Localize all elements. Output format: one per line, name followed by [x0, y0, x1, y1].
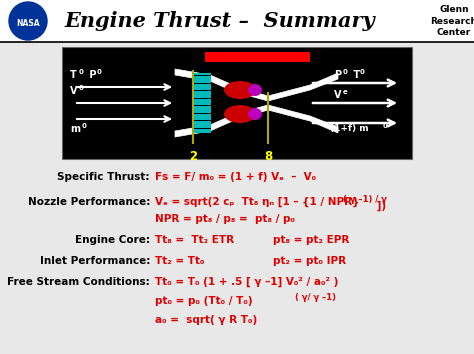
- Text: 8: 8: [264, 150, 272, 163]
- Text: pt₂ = pt₀ IPR: pt₂ = pt₀ IPR: [273, 256, 346, 266]
- Bar: [62, 47, 412, 159]
- Text: ( γ/ γ –1): ( γ/ γ –1): [295, 293, 336, 302]
- Text: V: V: [70, 86, 78, 96]
- Text: P: P: [86, 70, 97, 80]
- Text: ]): ]): [373, 201, 386, 211]
- Text: 0: 0: [79, 85, 84, 91]
- Text: 0: 0: [383, 123, 388, 129]
- Text: 0: 0: [343, 69, 348, 75]
- Ellipse shape: [248, 84, 262, 96]
- Text: V: V: [334, 90, 341, 100]
- Text: NPR = pt₈ / p₈ =  pt₈ / p₀: NPR = pt₈ / p₈ = pt₈ / p₀: [155, 214, 295, 224]
- Text: 0: 0: [360, 69, 365, 75]
- Text: Inlet Performance:: Inlet Performance:: [40, 256, 150, 266]
- Text: T: T: [70, 70, 77, 80]
- Text: Tt₂ = Tt₀: Tt₂ = Tt₀: [155, 256, 204, 266]
- Bar: [205, 52, 310, 62]
- Text: Tt₀ = T₀ (1 + .5 [ γ –1] V₀² / a₀² ): Tt₀ = T₀ (1 + .5 [ γ –1] V₀² / a₀² ): [155, 277, 338, 287]
- Text: Free Stream Conditions:: Free Stream Conditions:: [7, 277, 150, 287]
- Text: T: T: [350, 70, 360, 80]
- Text: Glenn
Research
Center: Glenn Research Center: [430, 5, 474, 36]
- Text: Fs = F/ m₀ = (1 + f) Vₑ  –  V₀: Fs = F/ m₀ = (1 + f) Vₑ – V₀: [155, 172, 316, 182]
- Bar: [193, 73, 211, 133]
- Text: (1+f) m: (1+f) m: [330, 125, 369, 133]
- Text: Vₑ = sqrt(2 cₚ  Tt₈ ηₙ [1 – {1 / NPR}: Vₑ = sqrt(2 cₚ Tt₈ ηₙ [1 – {1 / NPR}: [155, 197, 359, 207]
- Polygon shape: [175, 105, 338, 137]
- Text: Engine Core:: Engine Core:: [75, 235, 150, 245]
- Text: Engine Thrust –  Summary: Engine Thrust – Summary: [64, 11, 375, 31]
- Text: 0: 0: [79, 69, 84, 75]
- Text: NASA: NASA: [16, 18, 40, 28]
- Circle shape: [9, 2, 47, 40]
- Text: ( γ –1) / γ: ( γ –1) / γ: [343, 195, 387, 204]
- Ellipse shape: [224, 105, 256, 123]
- Text: Nozzle Performance:: Nozzle Performance:: [27, 197, 150, 207]
- Text: pt₈ = pt₂ EPR: pt₈ = pt₂ EPR: [273, 235, 349, 245]
- Polygon shape: [175, 69, 338, 101]
- Text: a₀ =  sqrt( γ R T₀): a₀ = sqrt( γ R T₀): [155, 315, 257, 325]
- Text: P: P: [334, 70, 341, 80]
- Text: e: e: [343, 89, 348, 95]
- Ellipse shape: [224, 81, 256, 99]
- Text: 0: 0: [82, 123, 87, 129]
- Text: pt₀ = p₀ (Tt₀ / T₀): pt₀ = p₀ (Tt₀ / T₀): [155, 296, 253, 306]
- Text: m: m: [70, 124, 80, 134]
- Ellipse shape: [248, 108, 262, 120]
- Bar: [0, 0, 474, 42]
- Text: 0: 0: [97, 69, 102, 75]
- Text: Tt₈ =  Tt₂ ETR: Tt₈ = Tt₂ ETR: [155, 235, 234, 245]
- Text: Specific Thrust:: Specific Thrust:: [57, 172, 150, 182]
- Text: 2: 2: [189, 150, 197, 163]
